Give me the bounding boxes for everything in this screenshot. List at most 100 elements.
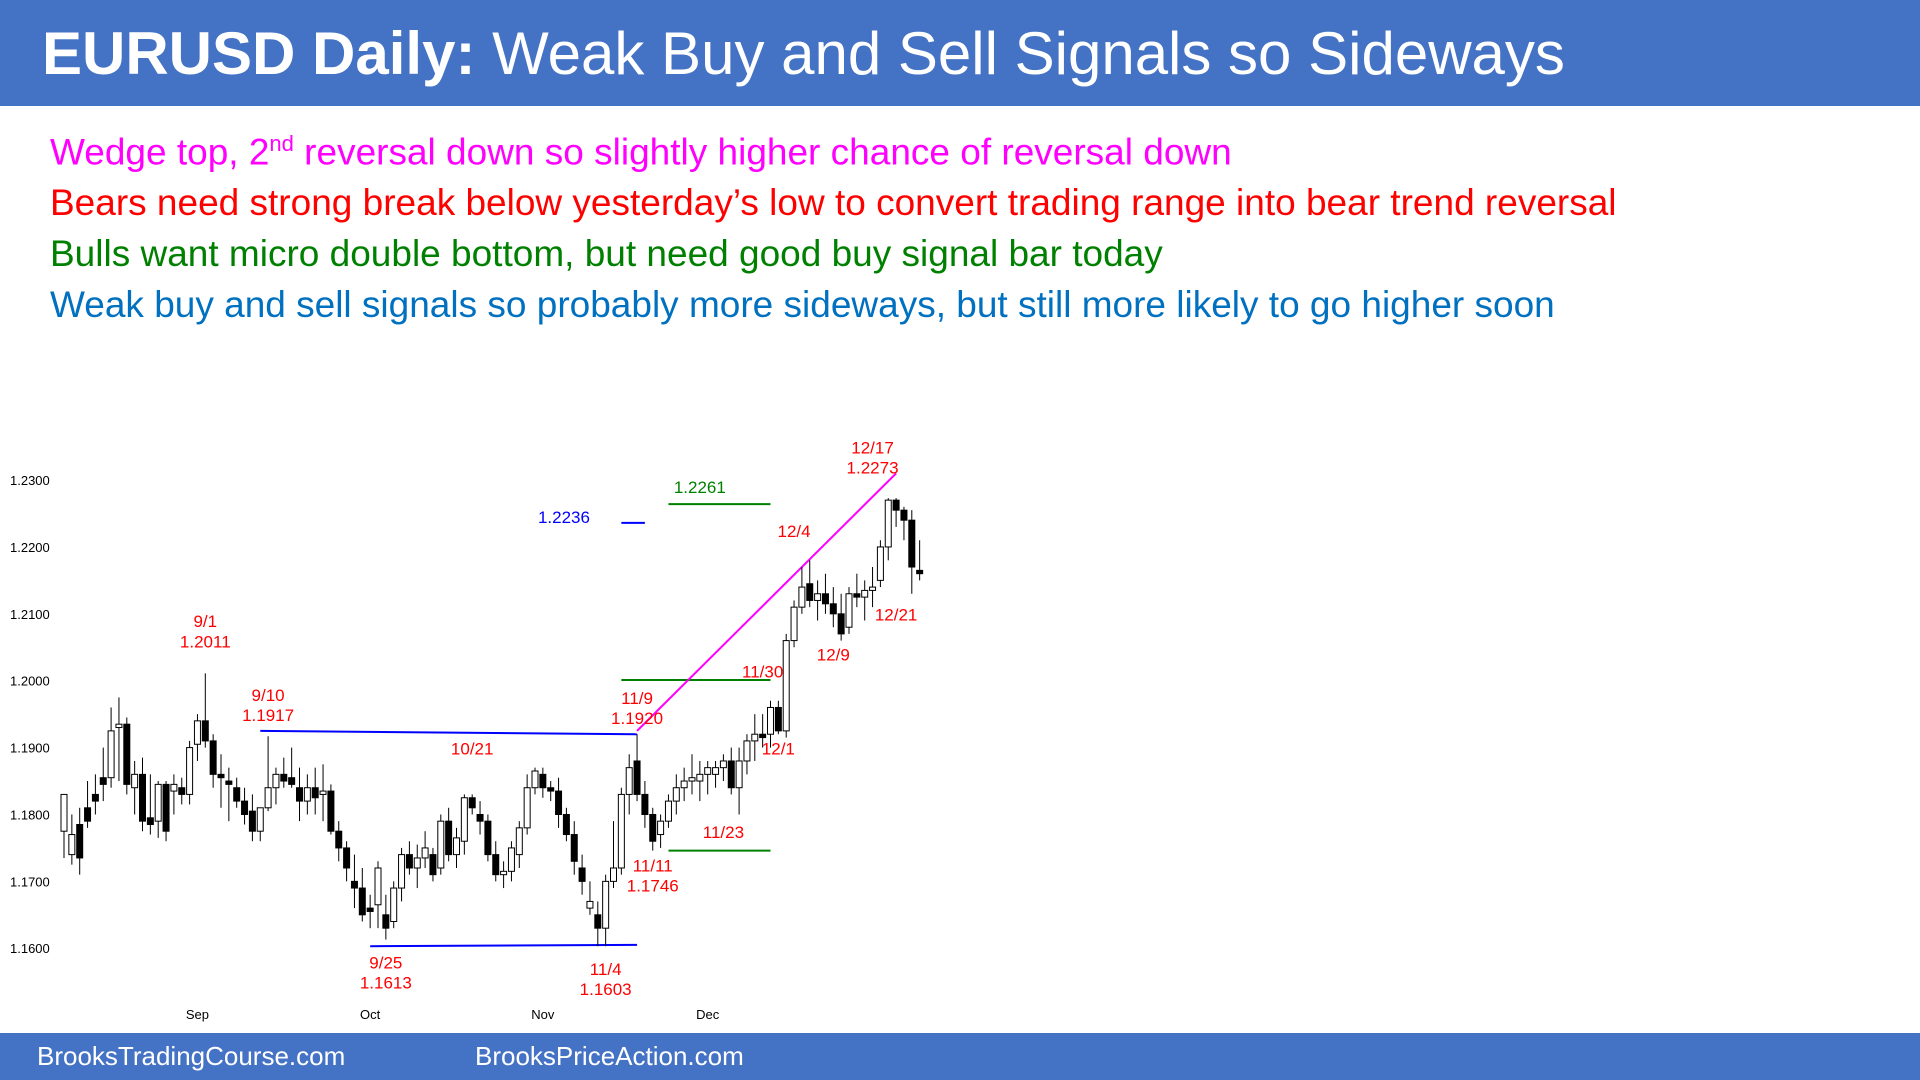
annotation-label: 11/9 <box>621 689 653 708</box>
bear-candle <box>562 813 570 836</box>
annotation-label: 12/21 <box>875 606 918 625</box>
bear-candle <box>806 583 814 601</box>
bear-candle <box>178 787 186 795</box>
bear-candle <box>217 773 225 779</box>
bull-candle <box>664 800 672 822</box>
bear-candle <box>225 780 233 785</box>
bear-candle <box>280 773 288 782</box>
y-tick-label: 1.2200 <box>10 540 50 555</box>
bull-candle <box>453 837 460 856</box>
annotation-label: 1.2011 <box>180 632 231 651</box>
commentary-line-2: Bears need strong break below yesterday’… <box>50 182 1617 224</box>
annotation-label: 11/4 <box>590 960 622 979</box>
annotation-label: 1.1603 <box>580 980 632 999</box>
x-tick-label: Nov <box>531 1007 555 1022</box>
page-title: EURUSD Daily: Weak Buy and Sell Signals … <box>42 20 1565 88</box>
bull-candle <box>531 770 539 789</box>
bull-candle <box>782 640 790 732</box>
y-tick-label: 1.1600 <box>10 941 50 956</box>
bull-candle <box>617 793 625 869</box>
bull-candle <box>437 820 445 869</box>
annotation-label: 11/23 <box>703 823 744 842</box>
annotation-label: 11/30 <box>742 662 783 681</box>
bull-candle <box>413 857 421 869</box>
bear-candle <box>76 824 84 859</box>
commentary-line-4: Weak buy and sell signals so probably mo… <box>50 284 1555 326</box>
bear-candle <box>358 887 366 916</box>
annotation-label: 12/9 <box>817 646 850 665</box>
bear-candle <box>555 790 563 815</box>
footer-link-trading-course[interactable]: BrooksTradingCourse.com <box>37 1041 346 1071</box>
eurusd-daily-chart: 1.1600 1.1700 1.1800 1.1900 1.2000 1.2100 1.22… <box>10 438 924 1022</box>
bear-candle <box>916 569 924 575</box>
bull-candle <box>625 767 633 795</box>
bull-candle <box>672 787 680 802</box>
annotation-label: 12/1 <box>762 739 795 758</box>
x-tick-label: Sep <box>186 1007 209 1022</box>
bull-candle <box>272 773 280 789</box>
bear-candle <box>727 760 735 789</box>
commentary-line-1-rest: reversal down so slightly higher chance … <box>293 131 1232 173</box>
bear-candle <box>641 793 649 815</box>
bull-candle <box>60 793 68 832</box>
title-bar: EURUSD Daily: Weak Buy and Sell Signals … <box>0 0 1920 106</box>
annotation-label: 11/11 <box>633 856 673 875</box>
bull-candle <box>743 740 751 762</box>
bear-candle <box>821 593 829 605</box>
bull-candle <box>845 593 853 628</box>
annotation-line <box>260 729 638 736</box>
bull-candle <box>704 767 712 775</box>
bear-candle <box>139 773 146 822</box>
bull-candle <box>735 760 743 789</box>
annotation-label: 1.1917 <box>242 706 294 725</box>
bear-candle <box>547 787 555 792</box>
bull-candle <box>264 787 272 809</box>
footer-link-price-action[interactable]: BrooksPriceAction.com <box>475 1041 744 1071</box>
bull-candle <box>256 807 264 832</box>
bull-candle <box>657 820 665 836</box>
bull-candle <box>374 867 382 906</box>
bull-candle <box>790 606 798 642</box>
bear-candle <box>649 813 657 842</box>
bull-candle <box>390 887 398 922</box>
annotation-label: 12/17 <box>851 438 894 457</box>
bear-candle <box>366 907 374 912</box>
annotation-label: 9/25 <box>369 953 402 972</box>
footer-bar: BrooksTradingCourse.com BrooksPriceActio… <box>0 1033 1920 1080</box>
bear-candle <box>468 797 476 809</box>
bear-candle <box>484 820 492 856</box>
bull-candle <box>421 847 429 859</box>
bull-candle <box>814 593 822 601</box>
bull-candle <box>719 760 727 769</box>
bear-candle <box>91 793 99 802</box>
annotation-label: 1.1613 <box>360 973 412 992</box>
bull-candle <box>861 589 869 598</box>
bull-candle <box>515 827 523 856</box>
bear-candle <box>476 813 484 822</box>
bear-candle <box>539 773 547 789</box>
commentary-line-1-sup: nd <box>269 131 294 156</box>
bull-candle <box>500 870 508 876</box>
y-tick-label: 1.1800 <box>10 807 50 822</box>
commentary-line-1: Wedge top, 2nd reversal down so slightly… <box>50 118 1617 177</box>
bear-candle <box>241 800 249 815</box>
bull-candle <box>751 733 759 742</box>
bull-candle <box>586 900 594 909</box>
bear-candle <box>248 810 256 832</box>
bull-candle <box>186 747 194 795</box>
annotation-label: 1.2273 <box>847 458 899 477</box>
commentary-list: Wedge top, 2nd reversal down so slightly… <box>50 118 1617 330</box>
bear-candle <box>594 914 602 929</box>
bear-candle <box>633 760 641 795</box>
bear-candle <box>335 830 343 849</box>
bear-candle <box>233 787 241 802</box>
bear-candle <box>445 820 453 856</box>
bull-candle <box>170 783 178 792</box>
y-tick-label: 1.2000 <box>10 674 50 689</box>
bear-candle <box>892 499 900 511</box>
bear-candle <box>288 777 296 785</box>
annotation-label: 9/1 <box>193 612 217 631</box>
annotation-label: 10/21 <box>451 739 494 758</box>
bull-candle <box>460 797 468 842</box>
title-bold: EURUSD Daily: <box>42 20 476 87</box>
